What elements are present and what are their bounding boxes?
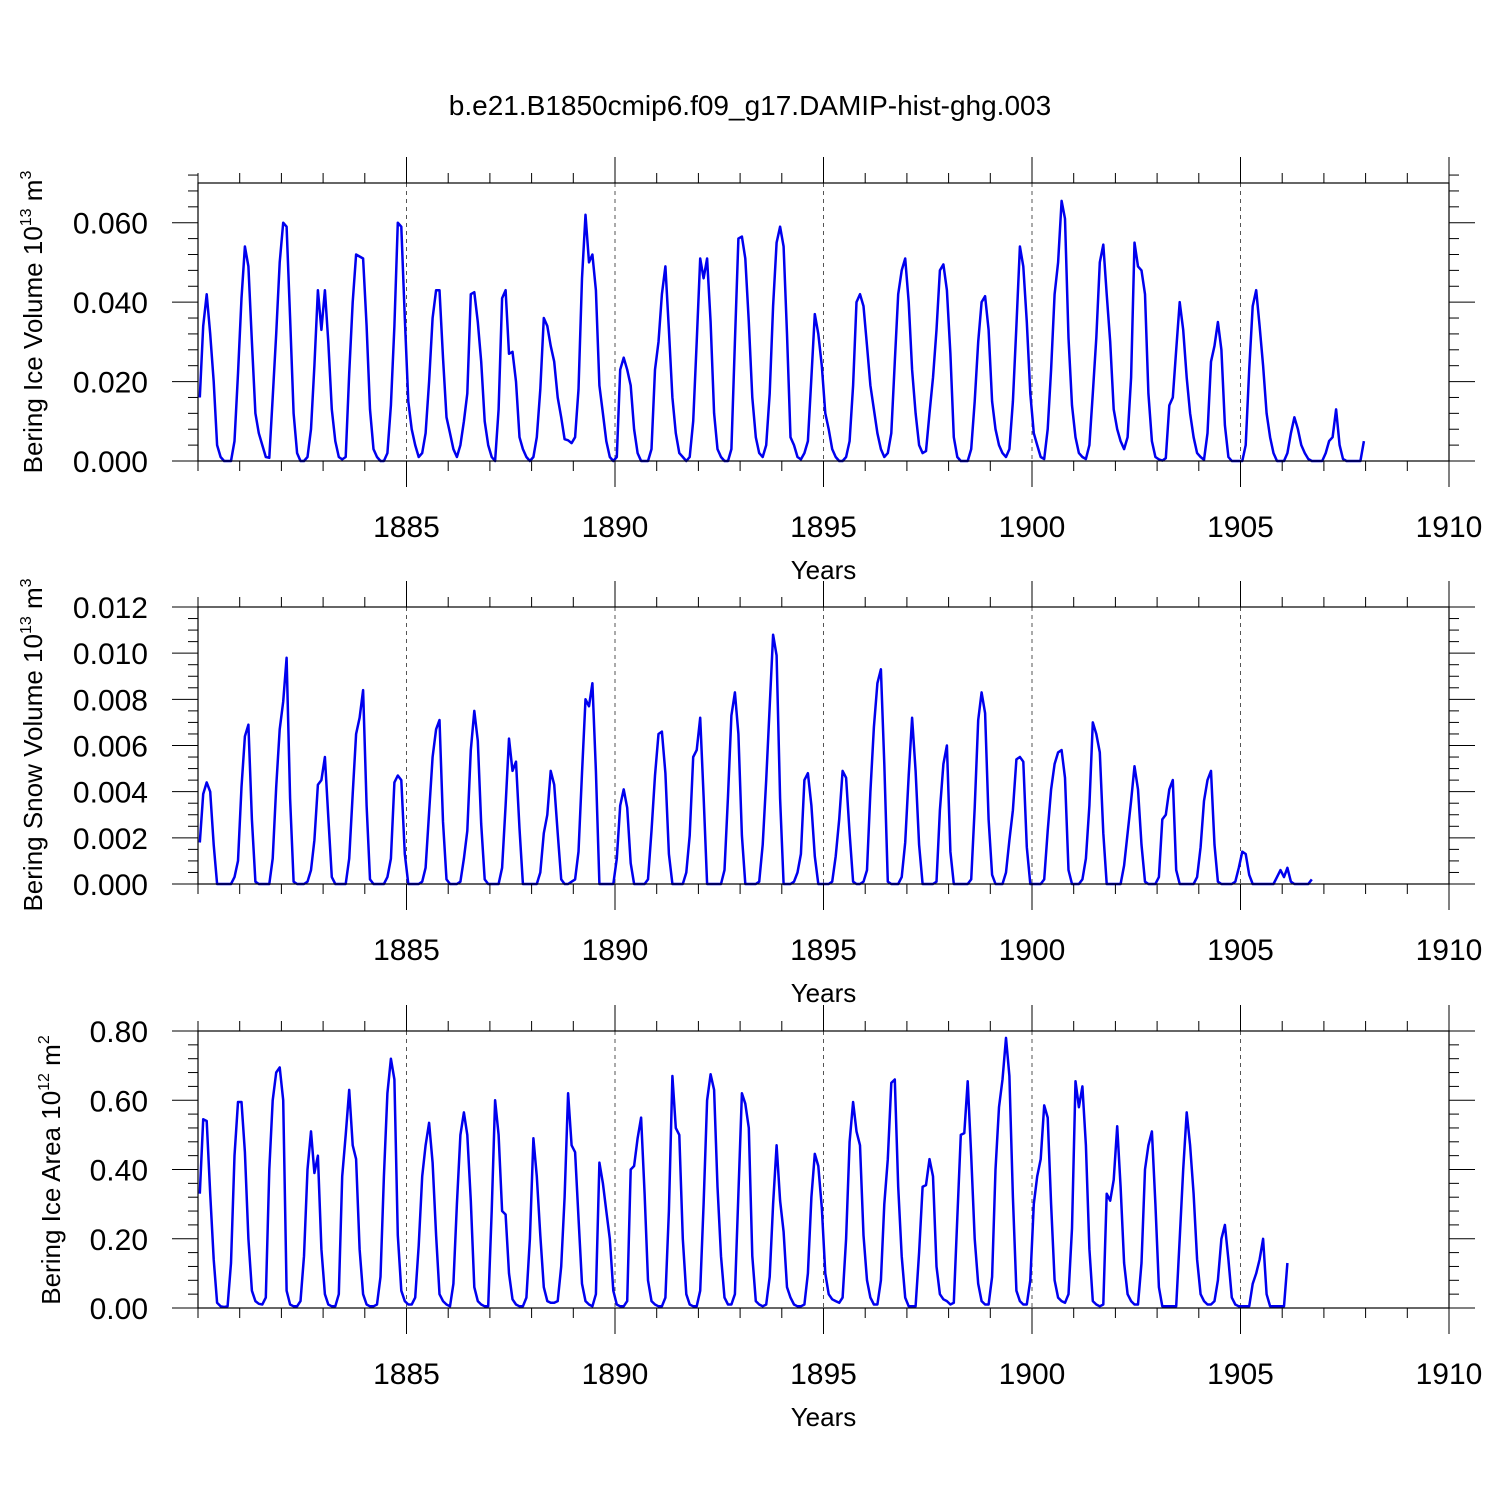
x-axis-label: Years <box>791 978 857 1008</box>
y-tick-label: 0.000 <box>73 869 148 902</box>
x-tick-label: 1890 <box>582 1358 649 1391</box>
y-tick-label: 0.20 <box>90 1224 148 1257</box>
x-tick-label: 1885 <box>373 1358 440 1391</box>
x-axis-label: Years <box>791 555 857 585</box>
y-axis-label: Bering Ice Area 1012 m2 <box>36 1035 66 1305</box>
x-axis-label: Years <box>791 1402 857 1432</box>
x-tick-label: 1910 <box>1416 511 1483 544</box>
y-tick-label: 0.040 <box>73 287 148 320</box>
y-tick-label: 0.060 <box>73 208 148 241</box>
x-tick-label: 1885 <box>373 511 440 544</box>
page-title: b.e21.B1850cmip6.f09_g17.DAMIP-hist-ghg.… <box>448 90 1052 121</box>
x-tick-label: 1895 <box>790 511 857 544</box>
series-line <box>198 199 1366 463</box>
x-tick-label: 1905 <box>1207 511 1274 544</box>
y-tick-label: 0.020 <box>73 367 148 400</box>
y-tick-label: 0.004 <box>73 777 148 810</box>
x-tick-label: 1895 <box>790 934 857 967</box>
ice-area-panel: 1885 1890 1895 1900 1905 1910 Years 0.00 0.20 0.4… <box>36 1005 1482 1432</box>
x-tick-label: 1895 <box>790 1358 857 1391</box>
y-tick-label: 0.010 <box>73 638 148 671</box>
y-tick-label: 0.008 <box>73 684 148 717</box>
y-tick-label: 0.006 <box>73 731 148 764</box>
y-axis-label: Bering Ice Volume 1013 m3 <box>18 171 48 474</box>
series-line <box>198 1036 1289 1309</box>
y-tick-label: 0.00 <box>90 1293 148 1326</box>
y-tick-label: 0.002 <box>73 823 148 856</box>
y-tick-label: 0.80 <box>90 1016 148 1049</box>
ice-volume-panel: 1885 1890 1895 1900 1905 1910 Years 0.000 0.020 0… <box>18 157 1482 585</box>
y-tick-label: 0.40 <box>90 1155 148 1188</box>
y-tick-label: 0.60 <box>90 1085 148 1118</box>
x-tick-label: 1905 <box>1207 934 1274 967</box>
x-tick-label: 1890 <box>582 934 649 967</box>
y-tick-label: 0.000 <box>73 446 148 479</box>
snow-volume-panel: 1885 1890 1895 1900 1905 1910 Years 0.000 0.002 0… <box>18 578 1482 1008</box>
x-tick-label: 1910 <box>1416 1358 1483 1391</box>
x-tick-label: 1900 <box>999 1358 1066 1391</box>
x-tick-label: 1890 <box>582 511 649 544</box>
y-axis-label: Bering Snow Volume 1013 m3 <box>18 578 48 911</box>
x-tick-label: 1905 <box>1207 1358 1274 1391</box>
x-tick-label: 1900 <box>999 934 1066 967</box>
x-tick-label: 1885 <box>373 934 440 967</box>
x-tick-label: 1900 <box>999 511 1066 544</box>
series-line <box>198 633 1313 886</box>
y-tick-label: 0.012 <box>73 592 148 625</box>
x-tick-label: 1910 <box>1416 934 1483 967</box>
